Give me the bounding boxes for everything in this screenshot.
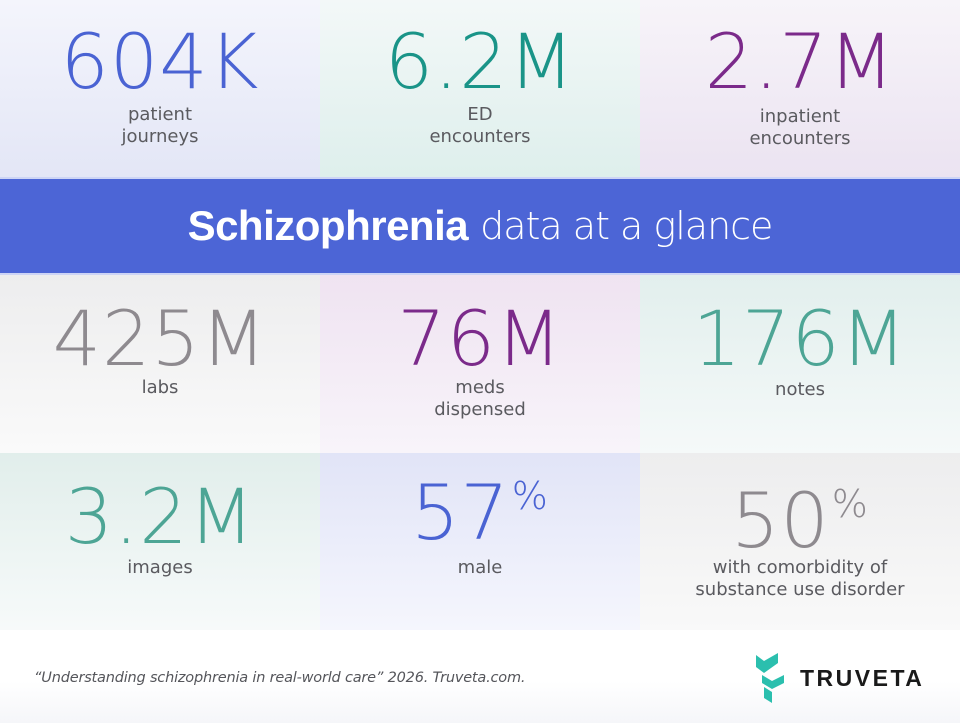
logo-wordmark: TRUVETA	[800, 664, 925, 691]
banner-title-bold: Schizophrenia	[187, 202, 469, 249]
source-citation: “Understanding schizophrenia in real-wor…	[34, 670, 526, 686]
stats-row-top: 604K patient journeys 6.2M ED encounters…	[0, 0, 960, 177]
stat-label-line2: encounters	[749, 128, 851, 149]
stat-label-line1: with comorbidity of	[712, 557, 888, 578]
stat-card-images: 3.2M images	[0, 453, 320, 630]
title-banner: Schizophrenia data at a glance	[0, 177, 960, 275]
stat-label-line1: labs	[141, 377, 179, 398]
stat-value: 3.2M	[64, 472, 256, 561]
stat-label-line1: meds	[455, 377, 505, 398]
stat-value: 76M	[397, 294, 563, 383]
stat-label: male	[320, 557, 640, 579]
percent-sign: %	[831, 482, 869, 526]
stat-card-substance-use-comorbidity: 50% with comorbidity of substance use di…	[640, 453, 960, 630]
stat-label-line2: substance use disorder	[695, 579, 905, 600]
stat-label: labs	[0, 377, 320, 399]
stat-value: 2.7M	[704, 17, 896, 106]
stat-card-notes: 176M notes	[640, 275, 960, 453]
stat-label: meds dispensed	[320, 377, 640, 421]
stat-value: 6.2M	[384, 17, 576, 106]
stat-card-patient-journeys: 604K patient journeys	[0, 0, 320, 177]
stat-label-line1: male	[457, 557, 503, 578]
stat-card-meds-dispensed: 76M meds dispensed	[320, 275, 640, 453]
stat-card-male: 57% male	[320, 453, 640, 630]
stat-label: with comorbidity of substance use disord…	[640, 557, 960, 601]
truveta-logo: TRUVETA	[756, 652, 924, 704]
stat-label-line2: journeys	[121, 126, 199, 147]
stat-label: notes	[640, 379, 960, 401]
stat-label-line2: encounters	[429, 126, 531, 147]
footer: “Understanding schizophrenia in real-wor…	[0, 630, 960, 723]
stat-value: 50%	[731, 476, 869, 565]
stat-label-line1: patient	[127, 104, 193, 125]
stat-label: inpatient encounters	[640, 106, 960, 150]
stat-value: 604K	[60, 17, 260, 106]
stat-label-line1: images	[127, 557, 193, 578]
banner-title-light: data at a glance	[480, 204, 773, 248]
percent-sign: %	[511, 474, 549, 518]
stat-label: images	[0, 557, 320, 579]
stat-value: 57%	[411, 468, 549, 557]
stat-label: patient journeys	[0, 104, 320, 148]
stat-label-line1: inpatient	[759, 106, 841, 127]
stat-label: ED encounters	[320, 104, 640, 148]
stat-card-ed-encounters: 6.2M ED encounters	[320, 0, 640, 177]
stat-label-line2: dispensed	[434, 399, 526, 420]
stats-row-middle: 425M labs 76M meds dispensed 176M notes	[0, 275, 960, 453]
stat-value: 176M	[692, 294, 908, 383]
stat-value: 425M	[52, 294, 268, 383]
stat-card-inpatient-encounters: 2.7M inpatient encounters	[640, 0, 960, 177]
stat-card-labs: 425M labs	[0, 275, 320, 453]
stat-label-line1: notes	[775, 379, 825, 400]
stat-label-line1: ED	[467, 104, 493, 125]
truveta-chevron-mark-icon	[756, 653, 784, 703]
stats-row-bottom: 3.2M images 57% male 50% with comorbidit…	[0, 453, 960, 630]
